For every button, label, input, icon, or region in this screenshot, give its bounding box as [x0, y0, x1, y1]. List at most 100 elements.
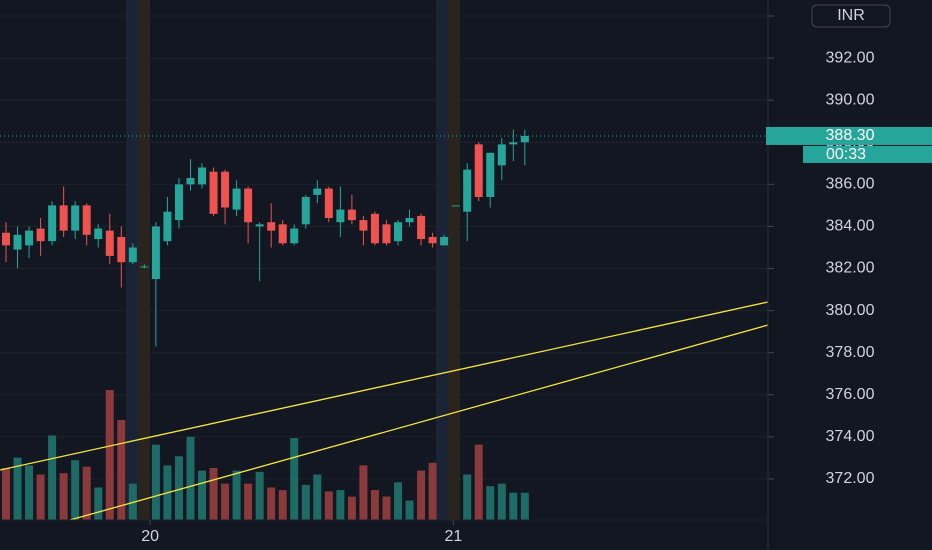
candle-body — [486, 152, 495, 197]
y-tick-label: 374.00 — [826, 428, 875, 445]
candle-body — [463, 169, 472, 212]
candle-body — [278, 224, 287, 244]
y-tick-label: 386.00 — [826, 176, 875, 193]
candle-body — [336, 209, 345, 223]
candle-body — [313, 188, 322, 195]
candle-body — [1, 232, 10, 246]
y-tick-label: 390.00 — [826, 91, 875, 108]
volume-bar — [36, 474, 45, 520]
volume-bar — [497, 483, 506, 520]
candle-body — [520, 135, 529, 143]
volume-bar — [405, 500, 414, 520]
volume-bar — [174, 456, 183, 520]
candle-body — [301, 196, 310, 225]
x-tick-label: 20 — [141, 528, 159, 545]
candle-body — [198, 167, 207, 185]
volume-bar — [244, 483, 253, 520]
y-tick-label: 384.00 — [826, 218, 875, 235]
candle-body — [255, 224, 264, 227]
volume-bar — [509, 492, 518, 520]
volume-bar — [48, 435, 57, 520]
candle-body — [267, 222, 276, 231]
volume-bar — [198, 470, 207, 520]
session-band — [448, 0, 460, 520]
candle-body — [105, 230, 114, 256]
candle-body — [140, 266, 149, 268]
candle-body — [370, 213, 379, 244]
trendline — [0, 301, 769, 471]
trendline — [69, 324, 769, 521]
x-tick-label: 21 — [444, 528, 462, 545]
volume-bar — [486, 486, 495, 520]
candle-body — [244, 188, 253, 223]
volume-bar — [186, 436, 195, 520]
last-price-label: 388.30 — [826, 127, 875, 144]
volume-bar — [105, 390, 114, 520]
candle-body — [394, 222, 403, 242]
candle-body — [174, 184, 183, 221]
volume-bar — [151, 444, 160, 520]
candle-body — [151, 226, 160, 280]
volume-bar — [13, 457, 22, 520]
candle-body — [451, 205, 460, 207]
volume-bar — [117, 419, 126, 520]
currency-label: INR — [837, 7, 865, 24]
candle-body — [440, 236, 449, 246]
candle-body — [25, 230, 34, 246]
volume-bar — [232, 470, 241, 520]
candle-body — [221, 171, 230, 208]
candle-body — [82, 205, 91, 235]
volume-bar — [94, 487, 103, 520]
session-band — [436, 0, 448, 520]
volume-bar — [71, 460, 80, 520]
candle-body — [13, 234, 22, 250]
volume-bar — [359, 465, 368, 520]
candle-body — [324, 188, 333, 219]
volume-bar — [463, 474, 472, 520]
candle-body — [209, 171, 218, 214]
price-axis: 372.00 374.00 376.00 378.00 380.00 382.00 384.… — [141, 7, 874, 545]
volume-bar — [520, 492, 529, 520]
candle-body — [128, 247, 137, 263]
volume-bar — [347, 496, 356, 520]
candle-body — [163, 211, 172, 242]
candle-body — [497, 144, 506, 166]
session-band — [138, 0, 150, 520]
volume-bar — [267, 487, 276, 520]
volume — [1, 390, 529, 520]
volume-bar — [25, 465, 34, 520]
candle-body — [117, 236, 126, 263]
candle-body — [474, 144, 483, 197]
y-tick-label: 378.00 — [826, 344, 875, 361]
volume-bar — [59, 473, 68, 520]
volume-bar — [336, 490, 345, 520]
volume-bar — [1, 468, 10, 520]
volume-bar — [370, 490, 379, 520]
y-tick-label: 382.00 — [826, 260, 875, 277]
countdown-badge — [803, 145, 932, 163]
volume-bar — [290, 438, 299, 520]
candle-body — [232, 188, 241, 210]
candle-body — [509, 142, 518, 145]
candles — [1, 129, 529, 347]
volume-bar — [417, 470, 426, 520]
candle-body — [382, 224, 391, 244]
volume-bar — [324, 491, 333, 520]
candle-body — [405, 218, 414, 223]
volume-bar — [428, 462, 437, 520]
volume-bar — [313, 474, 322, 520]
volume-bar — [255, 471, 264, 520]
y-tick-label: 380.00 — [826, 302, 875, 319]
volume-bar — [209, 468, 218, 520]
candle-body — [71, 205, 80, 231]
currency-badge[interactable] — [811, 4, 891, 28]
volume-bar — [301, 484, 310, 520]
candle-body — [36, 228, 45, 242]
candle-body — [428, 236, 437, 244]
volume-bar — [82, 466, 91, 520]
volume-bar — [278, 490, 287, 520]
last-price-badge — [766, 126, 932, 145]
candle-body — [59, 205, 68, 231]
